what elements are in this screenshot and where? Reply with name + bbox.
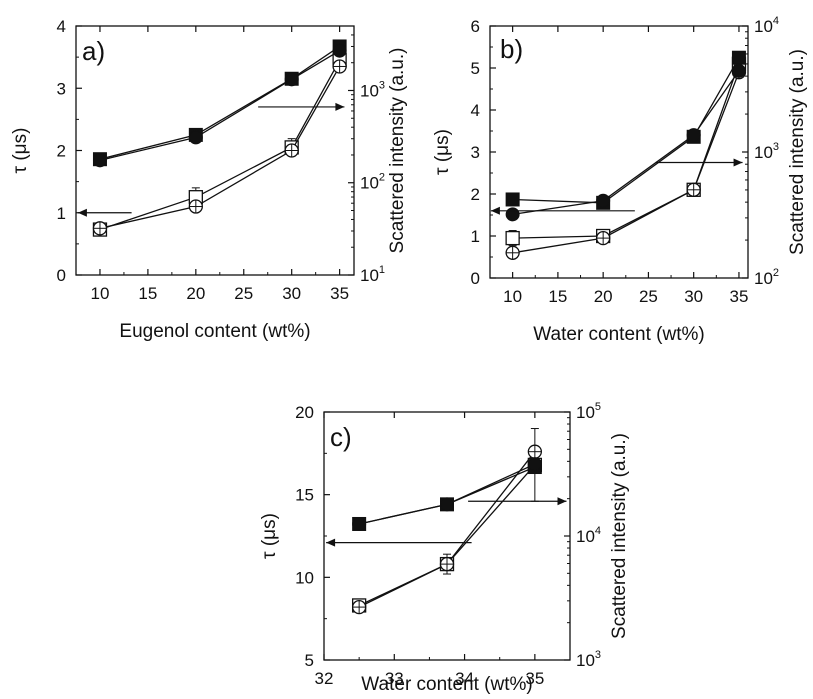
- y-axis-label: τ (μs): [432, 129, 453, 175]
- data-point-filled-square: [731, 50, 746, 65]
- chart-panel-2: 10 15 20 25 30 35 0 1 2 3 4 5 6 102 103 104 Water conten…: [432, 15, 808, 345]
- panel-label: c): [330, 422, 352, 452]
- y-tick-label: 5: [471, 59, 480, 78]
- data-point-filled-circle: [686, 128, 701, 143]
- y2-axis-label: Scattered intensity (a.u.): [387, 48, 408, 254]
- y-axis-label: τ (μs): [259, 513, 280, 559]
- plot-frame: [75, 25, 355, 276]
- axis-arrow-head: [490, 206, 500, 215]
- y-tick-label: 1: [57, 204, 66, 223]
- y2-axis-label: Scattered intensity (a.u.): [787, 49, 808, 255]
- y-tick-label: 1: [471, 227, 480, 246]
- y-tick-label: 0: [57, 266, 66, 285]
- y-tick-label: 20: [295, 403, 314, 422]
- data-point-open-circle: [188, 199, 203, 214]
- y2-axis-label: Scattered intensity (a.u.): [609, 433, 630, 639]
- series-line-filled-square: [99, 45, 340, 160]
- y2-tick-label: 104: [576, 525, 601, 546]
- y2-tick-label: 102: [360, 172, 385, 193]
- y2-tick-label: 103: [360, 79, 385, 100]
- data-point-filled-circle: [352, 516, 367, 531]
- plot-frame: [489, 25, 749, 279]
- data-point-open-circle: [284, 143, 299, 158]
- data-point-filled-circle: [92, 153, 107, 168]
- x-tick-label: 20: [594, 287, 613, 306]
- data-point-open-circle: [351, 599, 367, 615]
- data-point-filled-circle: [440, 497, 454, 512]
- y-tick-label: 10: [295, 568, 314, 587]
- y-tick-label: 2: [57, 142, 66, 161]
- x-axis-label: Water content (wt%): [361, 674, 532, 695]
- chart-panel-3: 32 33 34 35 5 10 15 20 103 104 105 Water content (w…: [259, 401, 630, 695]
- x-tick-label: 15: [548, 287, 567, 306]
- y2-tick-label: 103: [576, 649, 601, 670]
- x-tick-label: 10: [91, 284, 110, 303]
- axis-arrow-head: [335, 102, 345, 111]
- data-point-filled-circle: [527, 457, 542, 472]
- x-tick-label: 32: [315, 669, 334, 688]
- data-point-filled-square: [505, 192, 520, 207]
- series-line-filled-circle: [512, 70, 740, 215]
- data-point-open-circle: [439, 556, 455, 572]
- series-line-open-square: [512, 63, 740, 239]
- y-tick-label: 3: [471, 143, 480, 162]
- y2-tick-label: 101: [360, 264, 385, 285]
- series-line-open-circle-cross: [99, 66, 341, 229]
- x-tick-label: 35: [525, 669, 544, 688]
- x-tick-label: 34: [455, 669, 474, 688]
- y-tick-label: 0: [471, 269, 480, 288]
- data-point-open-circle: [505, 245, 520, 260]
- y-tick-label: 6: [471, 17, 480, 36]
- y2-tick-label: 103: [754, 141, 779, 162]
- data-point-open-circle: [686, 182, 701, 197]
- x-tick-label: 33: [385, 669, 404, 688]
- data-point-filled-circle: [188, 130, 203, 145]
- data-point-open-square: [505, 230, 520, 246]
- y-tick-label: 5: [305, 651, 314, 670]
- x-tick-label: 15: [138, 284, 157, 303]
- series-line-open-circle-cross: [358, 451, 536, 608]
- data-point-open-circle: [596, 230, 611, 246]
- y-tick-label: 3: [57, 79, 66, 98]
- chart-panel-1: 10 15 20 25 30 35 0 1 2 3 4 101 102 103 Eugenol conten…: [10, 17, 408, 342]
- x-tick-label: 25: [234, 284, 253, 303]
- data-point-filled-circle: [332, 43, 347, 58]
- x-tick-label: 20: [186, 284, 205, 303]
- y-tick-label: 4: [471, 101, 480, 120]
- data-point-open-circle: [92, 221, 108, 236]
- axis-arrow-head: [77, 208, 87, 217]
- y-axis-label: τ (μs): [10, 128, 31, 174]
- data-point-filled-circle: [596, 193, 611, 208]
- axis-arrow-head: [326, 538, 336, 547]
- x-axis-label: Eugenol content (wt%): [119, 321, 310, 342]
- series-line-filled-circle: [99, 50, 340, 161]
- x-tick-label: 25: [639, 287, 658, 306]
- data-point-filled-circle: [731, 63, 746, 78]
- x-tick-label: 30: [684, 287, 703, 306]
- series-line-filled-square: [512, 57, 740, 204]
- x-tick-label: 10: [503, 287, 522, 306]
- data-point-filled-circle: [284, 72, 299, 87]
- data-point-open-circle: [527, 444, 543, 459]
- axis-arrow-head: [557, 497, 567, 506]
- data-point-filled-circle: [505, 207, 520, 222]
- series-line-open-circle-cross: [512, 71, 740, 254]
- x-tick-label: 35: [729, 287, 748, 306]
- x-tick-label: 30: [282, 284, 301, 303]
- x-tick-label: 35: [330, 284, 349, 303]
- y-tick-label: 15: [295, 486, 314, 505]
- y2-tick-label: 105: [576, 401, 601, 422]
- y-tick-label: 2: [471, 185, 480, 204]
- panel-label: b): [500, 34, 523, 64]
- y2-tick-label: 104: [754, 15, 779, 36]
- panel-label: a): [82, 36, 105, 66]
- data-point-open-circle: [332, 59, 347, 74]
- axis-arrow-head: [733, 158, 743, 167]
- y-tick-label: 4: [57, 17, 66, 36]
- y2-tick-label: 102: [754, 267, 779, 288]
- series-line-open-square: [99, 59, 341, 231]
- x-axis-label: Water content (wt%): [533, 324, 704, 345]
